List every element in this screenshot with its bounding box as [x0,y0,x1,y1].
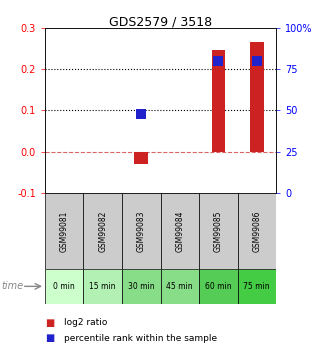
Text: time: time [2,282,24,291]
Text: 0 min: 0 min [53,282,75,291]
Text: GDS2579 / 3518: GDS2579 / 3518 [109,16,212,29]
Point [139,111,144,117]
Text: GSM99086: GSM99086 [252,210,261,252]
Text: 45 min: 45 min [167,282,193,291]
Text: log2 ratio: log2 ratio [64,318,108,327]
Bar [160,193,199,269]
Bar [199,269,238,304]
Bar [45,269,83,304]
Bar [83,193,122,269]
Bar [122,193,160,269]
Text: GSM99081: GSM99081 [60,210,69,252]
Bar [134,152,148,164]
Text: 30 min: 30 min [128,282,154,291]
Bar [250,42,264,152]
Bar [83,269,122,304]
Text: percentile rank within the sample: percentile rank within the sample [64,334,217,343]
Text: GSM99085: GSM99085 [214,210,223,252]
Point [254,58,259,63]
Text: 60 min: 60 min [205,282,231,291]
Bar [122,269,160,304]
Text: 15 min: 15 min [90,282,116,291]
Text: ■: ■ [45,333,54,343]
Bar [160,269,199,304]
Bar [212,50,225,152]
Bar [45,193,83,269]
Text: GSM99084: GSM99084 [175,210,184,252]
Text: GSM99083: GSM99083 [137,210,146,252]
Bar [199,193,238,269]
Bar [238,193,276,269]
Point [216,58,221,63]
Text: GSM99082: GSM99082 [98,210,107,252]
Bar [238,269,276,304]
Text: 75 min: 75 min [244,282,270,291]
Text: ■: ■ [45,318,54,327]
